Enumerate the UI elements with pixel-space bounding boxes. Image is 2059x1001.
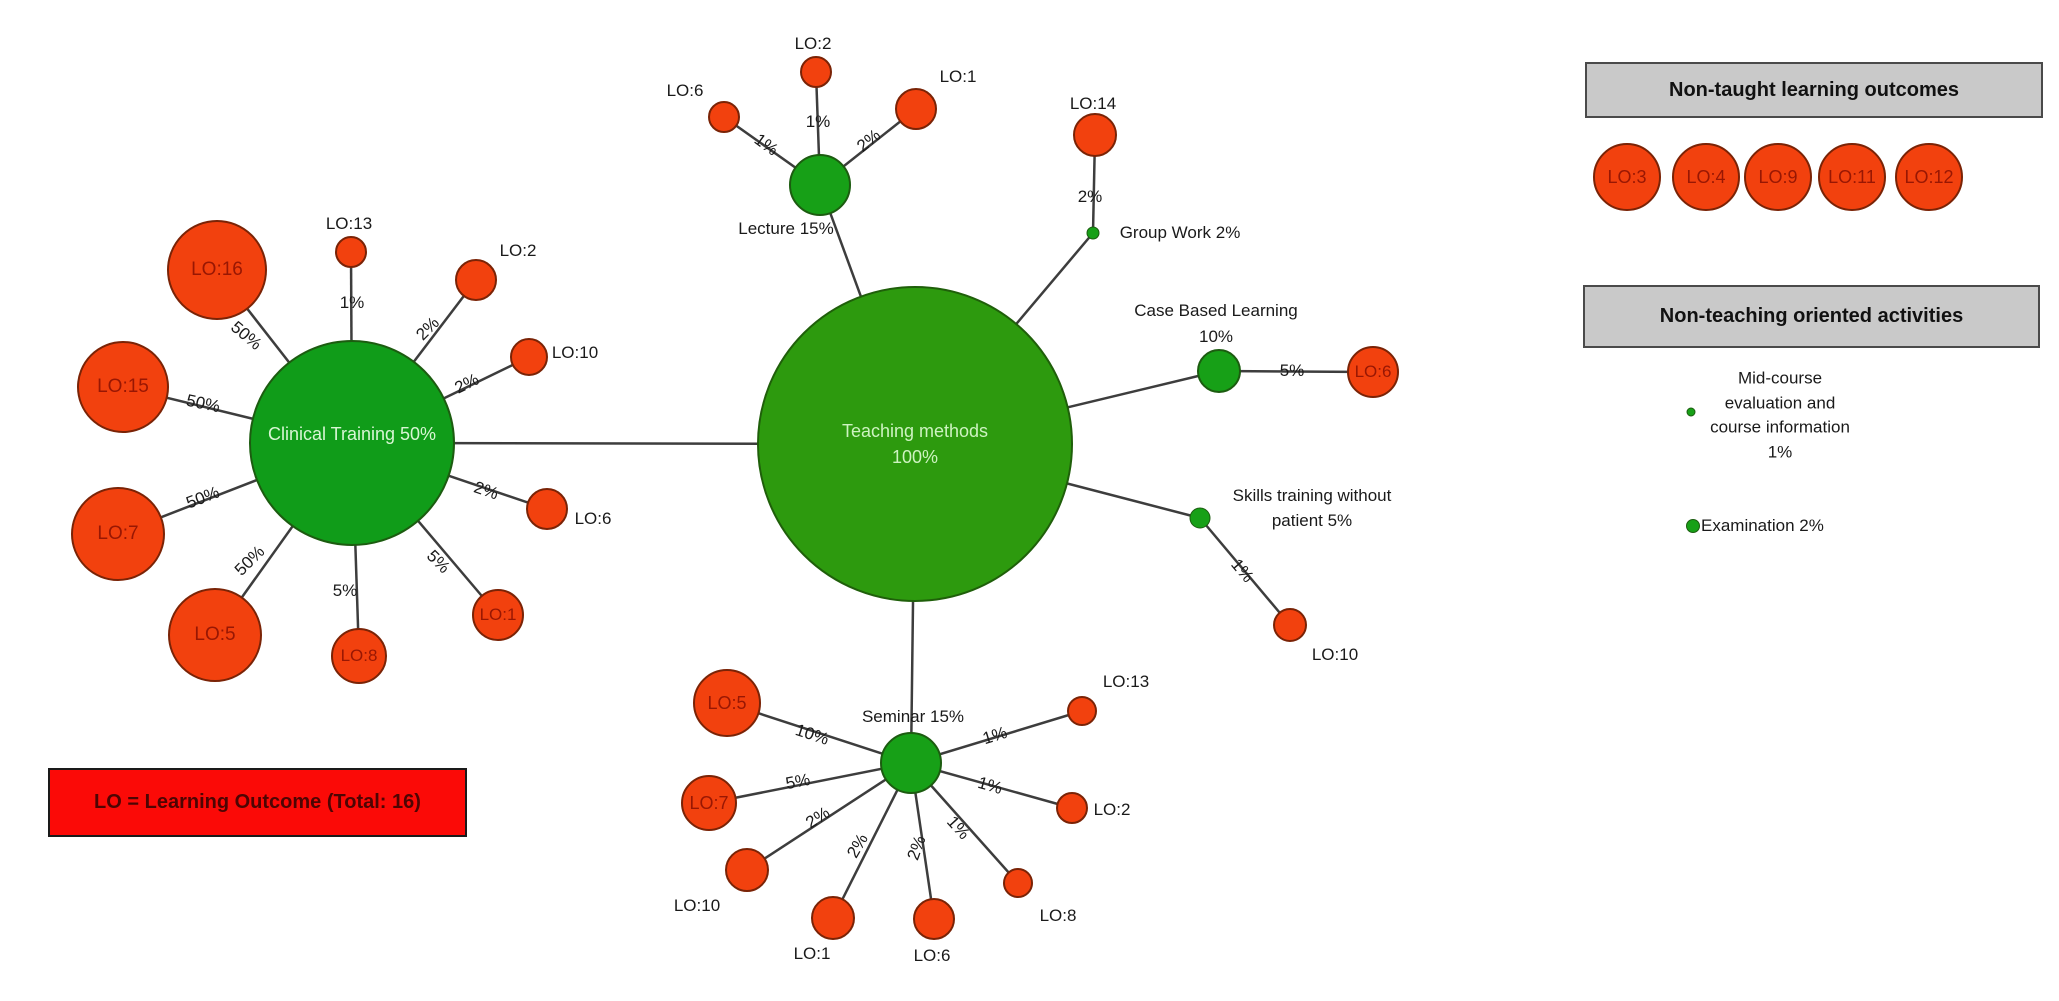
lo1-lecture-label: LO:1 <box>939 67 977 86</box>
lo4-label: LO:4 <box>1686 166 1726 187</box>
non-taught-outcomes-header: Non-taught learning outcomes <box>1585 62 2043 118</box>
case-based-learning-pct: 10% <box>1198 327 1234 346</box>
node-lo6-seminar <box>913 898 955 940</box>
node-lo2-lecture <box>800 56 832 88</box>
node-lo2-clinical <box>455 259 497 301</box>
lo-legend-text: LO = Learning Outcome (Total: 16) <box>94 791 421 813</box>
node-lo11-nontaught: LO:11 <box>1818 143 1886 211</box>
lo13-seminar-label: LO:13 <box>1102 672 1150 691</box>
midcourse-line4: 1% <box>1767 442 1793 462</box>
node-lo8-seminar <box>1003 868 1033 898</box>
node-lo3-nontaught: LO:3 <box>1593 143 1661 211</box>
node-lo5-clinical: LO:5 <box>168 588 262 682</box>
node-lo16-clinical: LO:16 <box>167 220 267 320</box>
node-lo8-clinical: LO:8 <box>331 628 387 684</box>
midcourse-line3: course information <box>1710 418 1850 437</box>
midcourse-evaluation-label: Mid-course evaluation and course informa… <box>1710 367 1850 466</box>
node-lo6-lecture <box>708 101 740 133</box>
edge-seminar-lo7 <box>708 761 912 805</box>
lo7-clinical-label: LO:7 <box>97 523 139 544</box>
node-lo7-clinical: LO:7 <box>71 487 165 581</box>
examination-label: Examination 2% <box>1701 516 1824 535</box>
node-case-based-learning <box>1197 349 1241 393</box>
node-lo1-seminar <box>811 896 855 940</box>
skills-training-label-line2: patient 5% <box>1271 511 1353 530</box>
lo5-seminar-label: LO:5 <box>707 692 747 713</box>
lo8-seminar-label: LO:8 <box>1039 906 1077 925</box>
node-lecture <box>789 154 851 216</box>
lo5-clinical-label: LO:5 <box>194 624 236 645</box>
node-lo1-clinical: LO:1 <box>472 589 524 641</box>
node-lo9-nontaught: LO:9 <box>1744 143 1812 211</box>
lo2-clinical-label: LO:2 <box>499 241 537 260</box>
node-lo13-seminar <box>1067 696 1097 726</box>
midcourse-line2: evaluation and <box>1724 393 1836 413</box>
node-lo2-seminar <box>1056 792 1088 824</box>
node-lo6-clinical <box>526 488 568 530</box>
lo2-seminar-label: LO:2 <box>1093 800 1131 819</box>
node-skills-training <box>1189 507 1211 529</box>
midcourse-line1: Mid-course <box>1737 368 1823 388</box>
lo10-clinical-label: LO:10 <box>551 343 599 362</box>
node-lo1-lecture <box>895 88 937 130</box>
lo6-cbl-label: LO:6 <box>1354 362 1392 381</box>
group-work-label: Group Work 2% <box>1119 223 1241 242</box>
node-teaching-methods: Teaching methods 100% <box>757 286 1073 602</box>
lo1-seminar-label: LO:1 <box>793 944 831 963</box>
non-teaching-activities-header: Non-teaching oriented activities <box>1583 285 2040 348</box>
lo6-lecture-label: LO:6 <box>666 81 704 100</box>
node-lo13-clinical <box>335 236 367 268</box>
lo2-lecture-pct: 1% <box>805 112 831 131</box>
node-group-work <box>1086 226 1100 240</box>
lo8-clinical-label: LO:8 <box>340 646 378 665</box>
examination-dot <box>1686 519 1700 533</box>
non-teaching-activities-title: Non-teaching oriented activities <box>1659 305 1964 327</box>
lo16-label: LO:16 <box>191 259 243 280</box>
lo6-seminar-label: LO:6 <box>913 946 951 965</box>
node-lo12-nontaught: LO:12 <box>1895 143 1963 211</box>
lo6-clinical-label: LO:6 <box>574 509 612 528</box>
lo2-lecture-label: LO:2 <box>794 34 832 53</box>
node-lo7-seminar: LO:7 <box>681 775 737 831</box>
node-lo4-nontaught: LO:4 <box>1672 143 1740 211</box>
lo9-label: LO:9 <box>1758 166 1798 187</box>
case-based-learning-label: Case Based Learning <box>1134 301 1298 320</box>
node-seminar <box>880 732 942 794</box>
node-clinical-training: Clinical Training 50% <box>249 340 455 546</box>
lo8-clinical-pct: 5% <box>332 581 358 600</box>
midcourse-dot <box>1686 407 1696 417</box>
edge-seminar-lo10 <box>746 761 912 872</box>
node-lo5-seminar: LO:5 <box>693 669 761 737</box>
clinical-training-label: Clinical Training 50% <box>267 423 437 444</box>
skills-training-label-line1: Skills training without <box>1232 486 1392 505</box>
node-lo6-cbl: LO:6 <box>1347 346 1399 398</box>
lo3-label: LO:3 <box>1607 166 1647 187</box>
lo13-clinical-pct: 1% <box>339 293 365 312</box>
node-lo10-seminar <box>725 848 769 892</box>
non-taught-outcomes-title: Non-taught learning outcomes <box>1669 78 1959 101</box>
lo14-pct: 2% <box>1077 187 1103 206</box>
lo12-label: LO:12 <box>1904 166 1954 187</box>
lo-legend-box: LO = Learning Outcome (Total: 16) <box>48 768 467 837</box>
lo11-label: LO:11 <box>1828 166 1876 187</box>
node-lo10-skills <box>1273 608 1307 642</box>
lo1-clinical-label: LO:1 <box>479 605 517 624</box>
node-lo14 <box>1073 113 1117 157</box>
lecture-label: Lecture 15% <box>738 219 834 238</box>
lo10-skills-label: LO:10 <box>1311 645 1359 664</box>
lo13-clinical-label: LO:13 <box>325 214 373 233</box>
lo10-seminar-label: LO:10 <box>673 896 721 915</box>
teaching-methods-label: Teaching methods 100% <box>841 420 989 467</box>
seminar-label: Seminar 15% <box>861 707 965 726</box>
node-lo15-clinical: LO:15 <box>77 341 169 433</box>
edge-skills-lo10 <box>1199 517 1291 626</box>
lo14-label: LO:14 <box>1069 94 1117 113</box>
node-lo10-clinical <box>510 338 548 376</box>
lo6-cbl-pct: 5% <box>1279 361 1305 380</box>
lo15-label: LO:15 <box>97 376 149 397</box>
lo7-seminar-label: LO:7 <box>689 792 729 813</box>
